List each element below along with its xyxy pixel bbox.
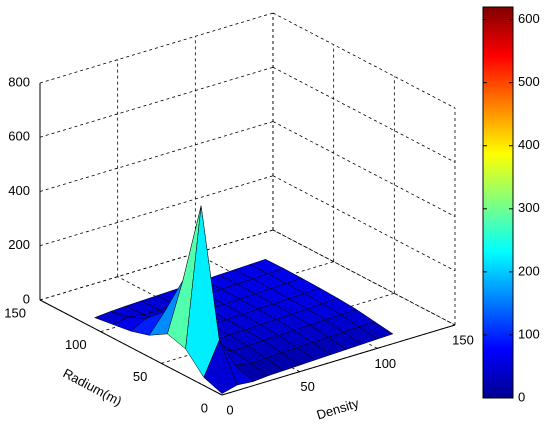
colorbar-tick-label: 500 [518,74,540,89]
colorbar-tick-label: 400 [518,137,540,152]
colorbar [482,6,514,399]
grid-line [272,66,456,163]
grid-line [39,121,274,192]
grid-line [272,12,456,109]
axis-line [39,299,223,396]
colorbar-tick-label: 300 [518,200,540,215]
axis-line [221,324,456,396]
z-tick-label: 0 [23,291,30,306]
grid-line [272,175,456,272]
x-axis-label: Density [315,395,361,422]
z-tick-label: 200 [8,237,30,252]
x-tick-label: 0 [226,402,233,417]
grid-line [39,66,274,138]
y-tick-label: 0 [201,400,208,415]
x-tick-label: 150 [452,332,474,347]
grid-line [272,121,456,217]
y-axis-label: Radium(m) [61,365,125,408]
x-tick-label: 100 [374,356,396,371]
grid-line [272,229,456,326]
y-tick-label: 150 [4,305,26,320]
z-tick-label: 600 [8,129,30,144]
y-tick-label: 50 [133,369,147,384]
x-tick-label: 50 [300,379,314,394]
colorbar-tick-label: 0 [518,389,525,404]
colorbar-tick-label: 600 [518,11,540,26]
colorbar-tick-label: 100 [518,326,540,341]
y-tick-label: 100 [65,337,87,352]
grid [39,12,456,396]
grid-line [39,12,274,84]
z-tick-label: 800 [8,74,30,89]
z-tick-label: 400 [8,183,30,198]
grid-line [39,229,274,301]
surface [93,205,394,394]
grid-line [39,175,274,247]
colorbar-tick-label: 200 [518,263,540,278]
colorbar-ticks: 0 100 200 300 400 500 600 [483,11,540,404]
surface-patch [203,339,238,394]
